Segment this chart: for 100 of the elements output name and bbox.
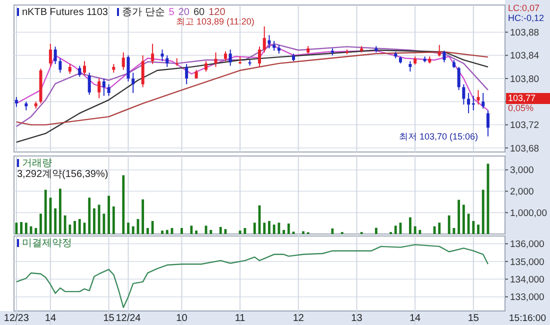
bar	[58, 188, 62, 234]
text: 15:16:00	[509, 313, 546, 324]
bar	[418, 230, 422, 234]
line-series	[16, 50, 489, 143]
bar	[122, 175, 125, 234]
candlestick	[98, 78, 101, 99]
bar	[219, 226, 222, 234]
bar	[74, 220, 76, 234]
bar	[34, 228, 38, 234]
candlestick	[141, 54, 144, 88]
chart-title: 미결제약정	[22, 238, 72, 249]
text: 0,05%	[508, 103, 534, 113]
x-tick-label: 13	[351, 313, 363, 324]
bar	[244, 228, 246, 234]
chart-title: 거래량	[22, 158, 52, 169]
bar	[112, 206, 115, 234]
candlestick	[48, 43, 52, 68]
bar	[88, 198, 91, 234]
text: 60	[193, 7, 206, 18]
y-tick-label: 2,000	[510, 186, 534, 198]
bar	[253, 222, 256, 234]
bar	[458, 200, 460, 234]
candlestick	[467, 92, 470, 114]
bar	[272, 224, 276, 234]
candlestick	[224, 50, 227, 62]
text: 3,292계약(156,39%)	[17, 169, 108, 180]
y-tick-label: 1,000,00	[510, 208, 547, 219]
candlestick	[482, 92, 485, 110]
y-tick-label: 103,72	[510, 120, 540, 132]
bar	[282, 230, 286, 234]
y-tick-label: 103,88	[510, 28, 540, 39]
candlestick	[58, 58, 62, 74]
bar	[108, 196, 110, 234]
candlestick	[486, 110, 490, 137]
legend-title: 종가 단순	[122, 7, 165, 18]
candlestick	[107, 84, 110, 96]
bar	[44, 190, 47, 234]
bar	[472, 220, 475, 234]
bar	[142, 199, 144, 234]
text: 5	[168, 7, 175, 18]
text: HC:-0,12	[508, 13, 544, 23]
x-tick-label: 12/24	[116, 313, 142, 324]
candlestick	[82, 60, 86, 76]
candlestick	[160, 49, 164, 62]
bar	[414, 226, 416, 234]
candlestick	[214, 52, 218, 68]
y-tick-label: 103,68	[510, 143, 540, 154]
bar	[438, 222, 441, 234]
candlestick	[78, 65, 82, 78]
x-tick-label: 15	[103, 313, 115, 324]
bar	[15, 222, 18, 234]
candlestick	[126, 54, 130, 82]
candlestick	[175, 58, 178, 66]
bar	[93, 208, 96, 234]
x-tick-label: 12	[292, 313, 304, 324]
bar	[331, 228, 334, 234]
candlestick	[132, 72, 135, 94]
bar	[54, 208, 57, 234]
bar	[278, 222, 280, 234]
bar	[477, 224, 480, 234]
bar	[68, 224, 72, 234]
candlestick	[68, 64, 72, 74]
y-tick-label: 135,000	[510, 256, 544, 268]
candlestick	[442, 50, 446, 63]
candlestick	[272, 40, 276, 52]
bar	[161, 230, 164, 234]
candlestick	[151, 43, 154, 65]
candlestick	[88, 72, 91, 96]
bar	[166, 230, 168, 234]
bar	[195, 230, 198, 234]
candlestick	[122, 52, 125, 70]
bar	[210, 230, 212, 234]
bar	[20, 222, 22, 234]
y-tick-label: 103,84	[510, 50, 540, 62]
bar	[287, 224, 290, 234]
bar	[24, 222, 28, 234]
candlestick	[408, 60, 412, 72]
bar	[40, 214, 42, 234]
annotation: 최고 103,89 (11:20)	[176, 16, 254, 26]
candlestick	[258, 46, 261, 68]
candlestick	[457, 66, 460, 91]
x-tick-label: 10	[176, 313, 188, 324]
bar	[482, 190, 484, 234]
x-tick-label: 14	[410, 313, 422, 324]
candlestick	[228, 49, 232, 66]
candlestick	[476, 90, 480, 106]
y-tick-label: 103,80	[510, 74, 540, 85]
candlestick	[102, 78, 106, 96]
candlestick	[166, 54, 169, 68]
bar	[374, 228, 378, 234]
x-tick-label: 15	[468, 313, 480, 324]
x-tick-label: 12/23	[4, 313, 30, 324]
y-tick-label: 3,000	[510, 165, 534, 176]
candlestick	[204, 60, 208, 72]
bar	[146, 228, 149, 234]
y-tick-label: 134,000	[510, 274, 544, 286]
bar	[268, 220, 270, 234]
bar	[238, 230, 242, 234]
bar	[98, 204, 100, 234]
bar	[127, 222, 130, 234]
